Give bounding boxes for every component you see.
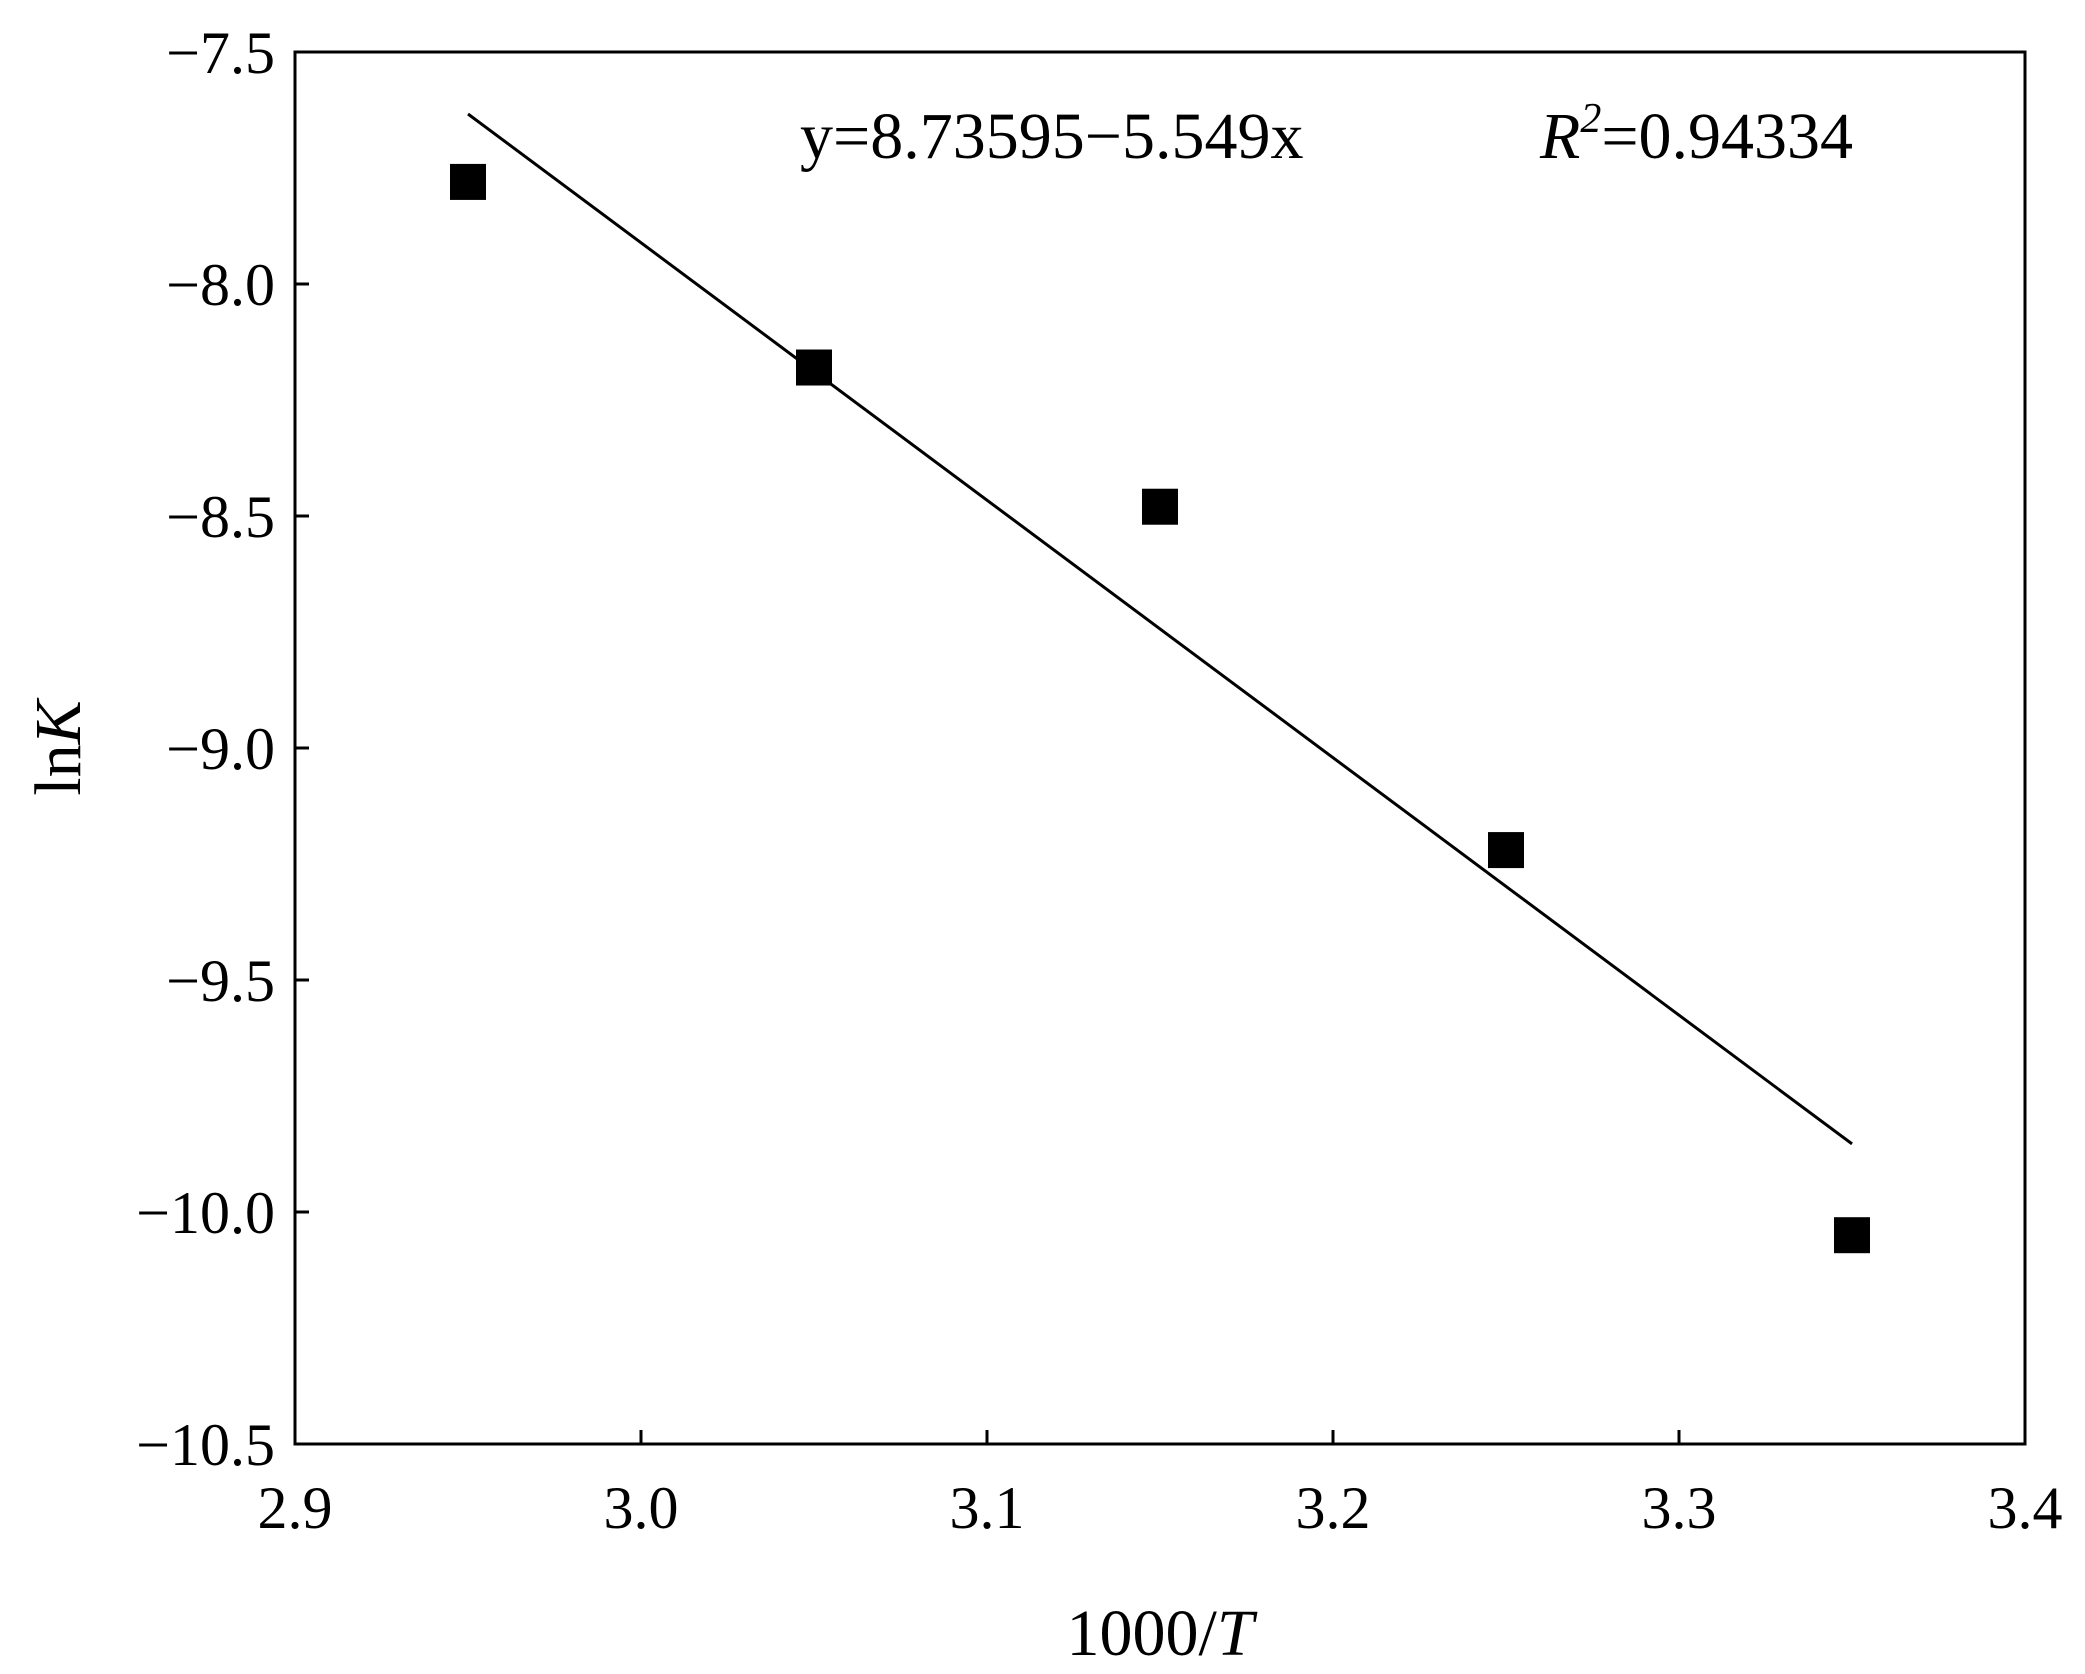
r-squared-label: R2=0.94334 xyxy=(1539,96,1853,173)
x-axis-ticks: 2.9 3.0 3.1 3.2 3.3 3.4 xyxy=(258,1430,2063,1541)
data-point xyxy=(1488,832,1524,869)
x-tick-label: 2.9 xyxy=(258,1475,333,1541)
y-tick-label: −8.5 xyxy=(166,484,275,550)
x-axis-title: 1000/T xyxy=(1066,1597,1257,1670)
x-tick-label: 3.2 xyxy=(1296,1475,1371,1541)
x-tick-label: 3.1 xyxy=(950,1475,1025,1541)
y-tick-label: −9.5 xyxy=(166,948,275,1014)
x-tick-label: 3.3 xyxy=(1642,1475,1717,1541)
data-point xyxy=(1834,1217,1870,1254)
y-tick-label: −8.0 xyxy=(166,252,275,318)
x-tick-label: 3.0 xyxy=(604,1475,679,1541)
y-tick-label: −7.5 xyxy=(166,20,275,86)
data-points xyxy=(450,163,1870,1254)
y-tick-label: −10.0 xyxy=(136,1180,275,1246)
x-tick-label: 3.4 xyxy=(1988,1475,2063,1541)
y-tick-label: −10.5 xyxy=(136,1412,275,1478)
plot-frame xyxy=(293,50,2027,1446)
data-point xyxy=(796,349,832,386)
y-axis-ticks: −7.5 −8.0 −8.5 −9.0 −9.5 −10.0 −10.5 xyxy=(136,20,309,1478)
y-axis-title: lnK xyxy=(22,697,95,795)
regression-line xyxy=(467,112,1853,1146)
data-point xyxy=(450,163,486,200)
data-point xyxy=(1142,488,1178,525)
equation-label: y=8.73595−5.549x xyxy=(800,100,1303,173)
y-tick-label: −9.0 xyxy=(166,716,275,782)
